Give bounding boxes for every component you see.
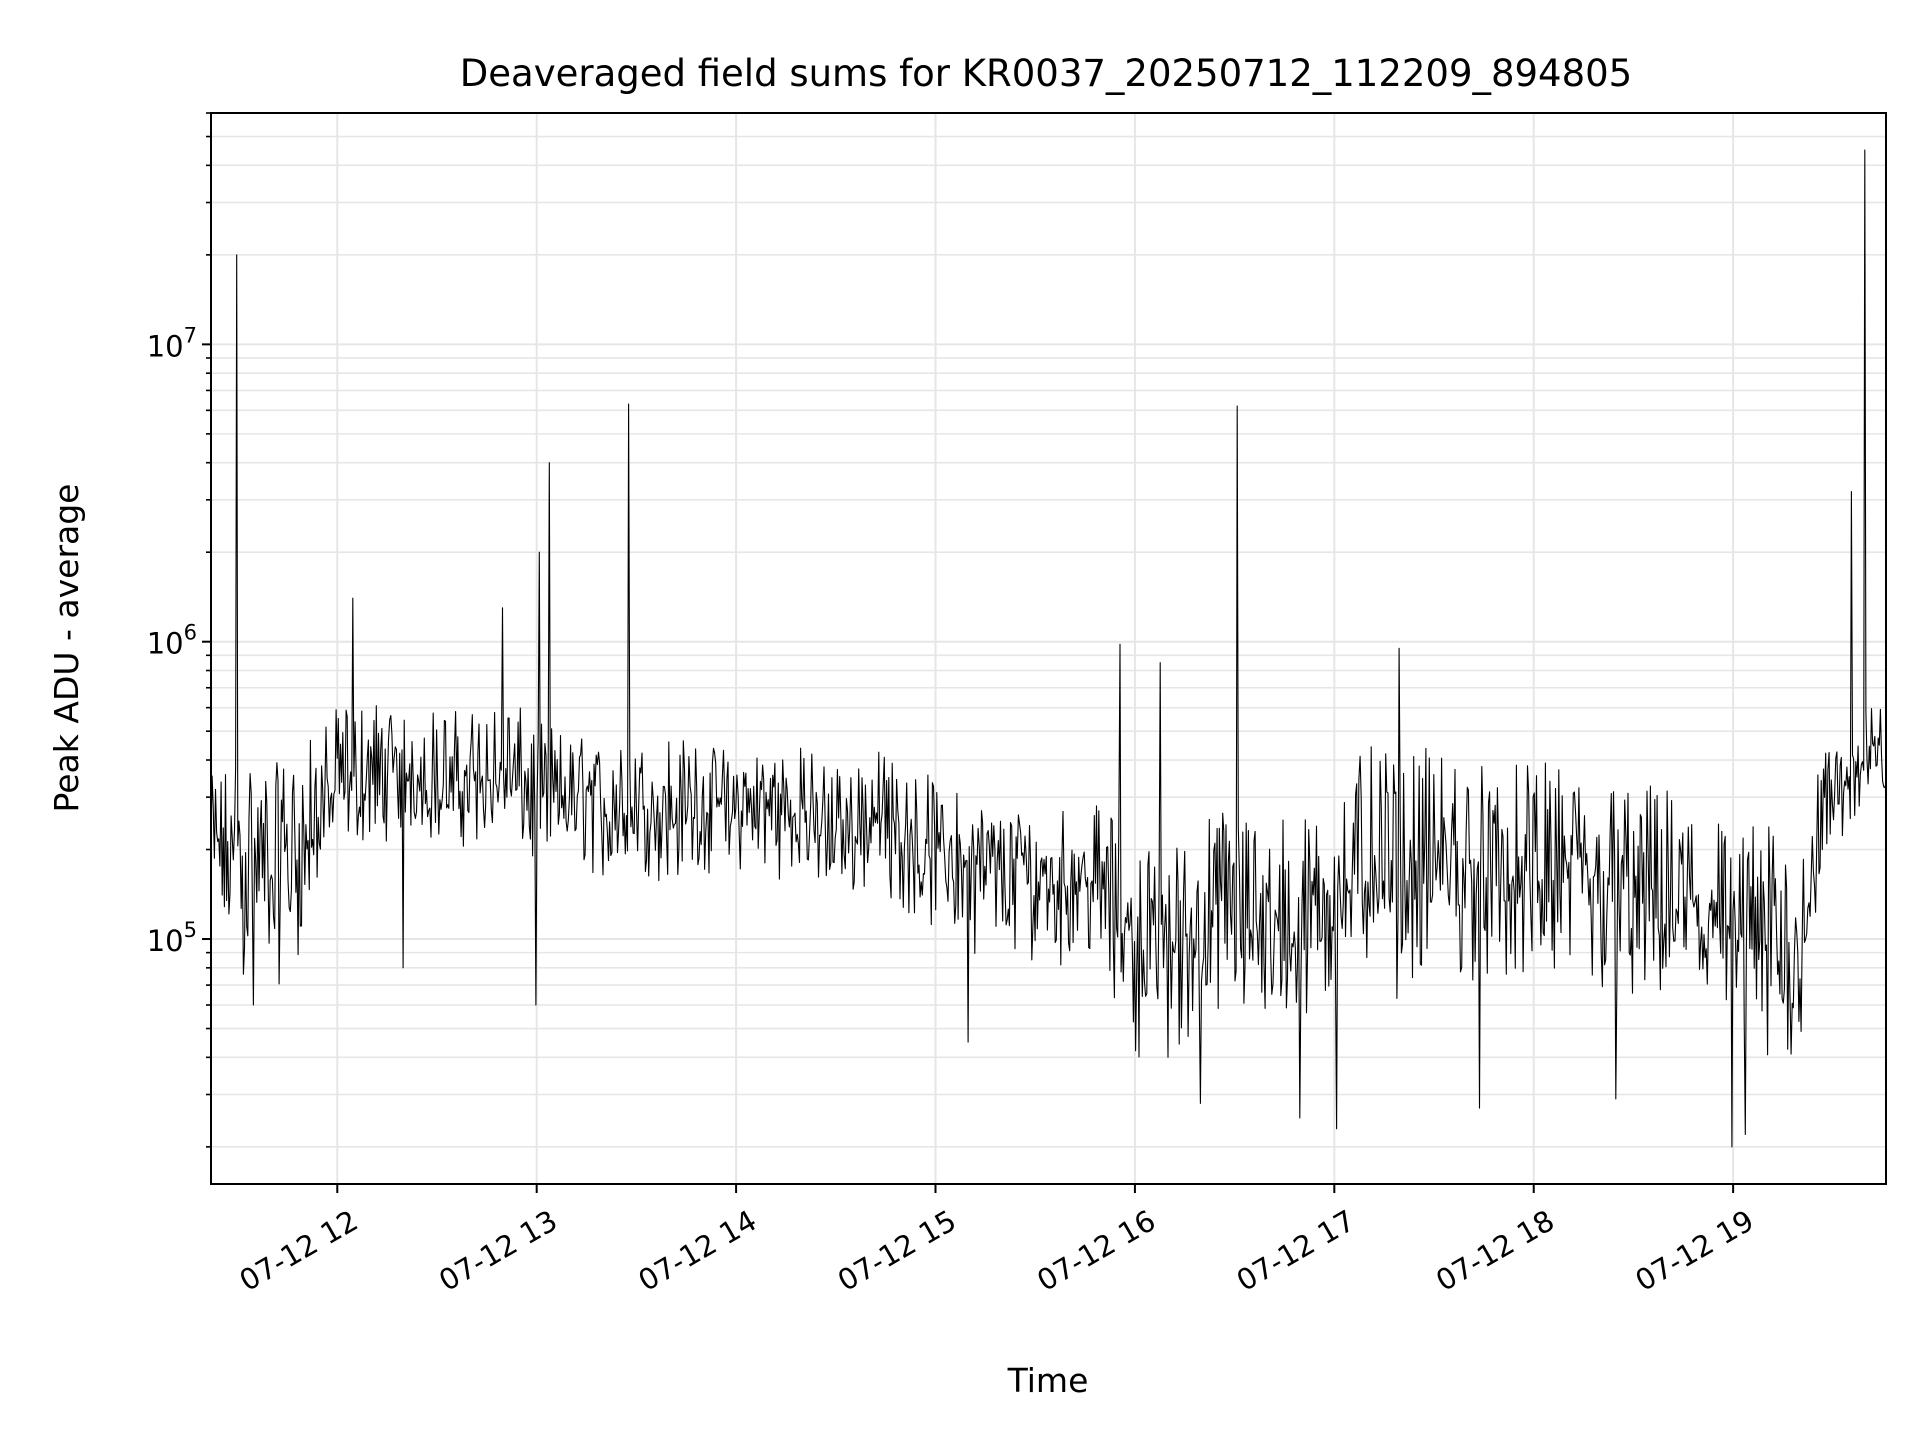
x-axis-label: Time bbox=[1007, 1361, 1089, 1400]
x-tick-label: 07-12 13 bbox=[433, 1203, 563, 1298]
x-tick-label: 07-12 17 bbox=[1231, 1203, 1361, 1298]
y-tick-label: 105 bbox=[147, 918, 197, 958]
series-line bbox=[210, 149, 1887, 1148]
x-tick-label: 07-12 16 bbox=[1031, 1203, 1161, 1298]
minor-gridlines bbox=[211, 112, 1886, 1148]
y-tick-label: 107 bbox=[147, 323, 197, 363]
y-axis: 105 106 107 bbox=[147, 112, 211, 1148]
y-axis-label: Peak ADU - average bbox=[47, 484, 86, 813]
x-tick-label: 07-12 12 bbox=[234, 1203, 364, 1298]
x-axis: 07-12 12 07-12 13 07-12 14 07-12 15 07-12 16… bbox=[234, 1184, 1759, 1298]
x-tick-label: 07-12 19 bbox=[1629, 1203, 1759, 1298]
x-tick-label: 07-12 15 bbox=[832, 1203, 962, 1298]
major-gridlines bbox=[211, 113, 1886, 1184]
plot-frame bbox=[210, 112, 1887, 1185]
chart-title: Deaveraged field sums for KR0037_2025071… bbox=[460, 52, 1632, 95]
x-tick-label: 07-12 18 bbox=[1430, 1203, 1560, 1298]
series-line-path bbox=[210, 149, 1887, 1148]
x-tick-label: 07-12 14 bbox=[632, 1203, 762, 1298]
y-tick-label: 106 bbox=[147, 621, 197, 661]
